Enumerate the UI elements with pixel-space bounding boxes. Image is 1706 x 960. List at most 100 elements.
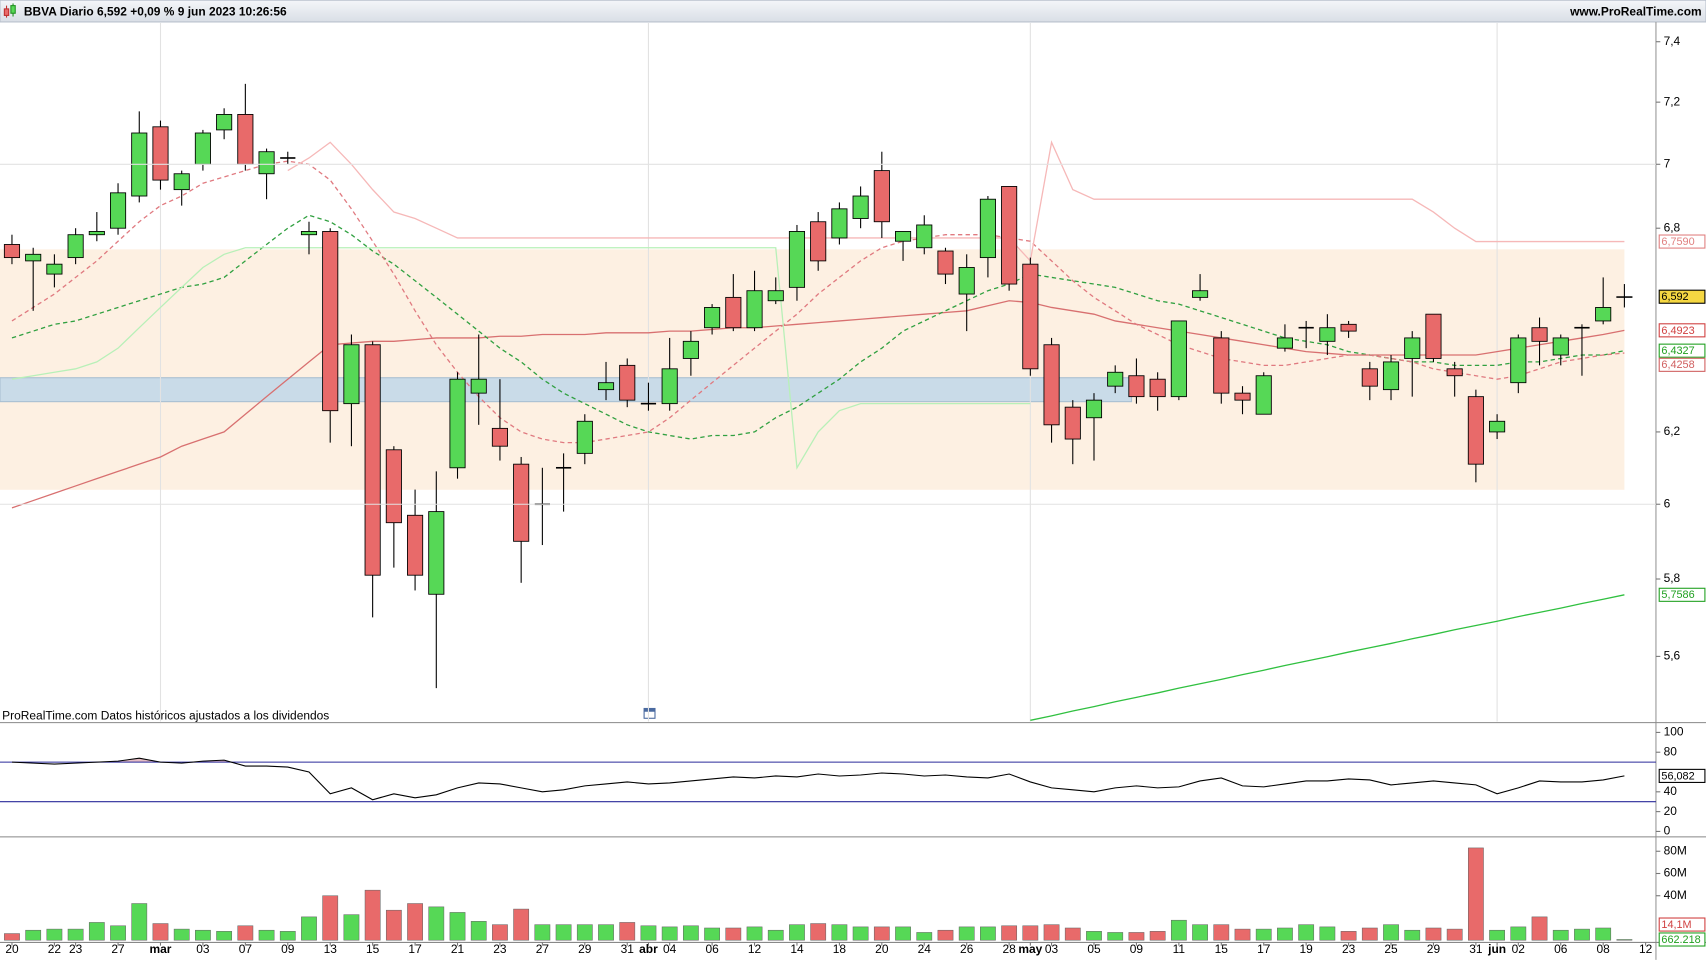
price-tag-label: 662.218 <box>1661 934 1700 946</box>
volume-bar <box>1383 924 1399 941</box>
y-tick-label: 0 <box>1664 824 1671 838</box>
volume-bar <box>237 925 254 941</box>
volume-bar <box>152 923 169 941</box>
volume-bar <box>1107 932 1124 941</box>
candle-body <box>364 344 381 576</box>
candle-body <box>470 378 487 394</box>
candle-body <box>1446 368 1463 377</box>
volume-bar <box>1574 928 1590 941</box>
source-link[interactable]: www.ProRealTime.com <box>1569 4 1702 18</box>
volume-bar <box>852 926 869 941</box>
volume-bar <box>1192 924 1208 941</box>
y-tick-label: 60M <box>1664 866 1687 880</box>
volume-bar <box>810 923 827 941</box>
volume-bar <box>682 925 699 941</box>
volume-bar <box>1001 925 1018 941</box>
x-tick-label: 22 <box>48 942 62 956</box>
x-tick-label: 09 <box>1130 942 1144 956</box>
candle-body <box>1595 307 1612 322</box>
x-tick-label: 23 <box>1342 942 1356 956</box>
y-tick-label: 80M <box>1664 843 1687 857</box>
candle-body <box>1001 186 1018 285</box>
x-tick-label: 09 <box>281 942 295 956</box>
y-tick-label: 80 <box>1664 744 1678 758</box>
volume-bar <box>555 924 572 941</box>
volume-bar <box>1552 929 1569 941</box>
candle-body <box>513 463 530 542</box>
volume-bar <box>1170 919 1187 941</box>
volume-bar <box>767 929 784 941</box>
candle-body <box>1552 337 1569 356</box>
volume-bar <box>301 916 317 941</box>
candle-body <box>1425 313 1442 359</box>
candle-body <box>1510 337 1527 384</box>
candle-body <box>1085 399 1103 419</box>
candle-body <box>88 231 105 236</box>
candle-body <box>428 511 445 595</box>
price-tag <box>1658 323 1706 338</box>
x-tick-label: 17 <box>408 942 422 956</box>
candle-body <box>152 126 169 181</box>
overbought-area <box>96 758 232 763</box>
volume-bar <box>1319 926 1336 941</box>
price-tag-label: 56,082 <box>1661 770 1694 782</box>
volume-bar <box>1595 927 1612 941</box>
x-tick-label: 05 <box>1087 942 1101 956</box>
candle-body <box>67 234 84 259</box>
candle-body <box>810 221 827 262</box>
candle-body <box>1489 420 1506 433</box>
volume-bar <box>279 931 296 941</box>
price-tag <box>1658 343 1706 358</box>
candle-body <box>1467 396 1484 465</box>
candle-body <box>1531 327 1548 342</box>
volume-bar <box>322 895 339 941</box>
price-tag <box>1658 917 1706 932</box>
candle-body <box>1382 361 1400 391</box>
candle-body <box>597 382 615 391</box>
x-tick-label: 11 <box>1173 942 1186 956</box>
price-tag <box>1658 289 1706 304</box>
price-tag <box>1658 768 1706 783</box>
volume-bar <box>1531 916 1548 941</box>
volume-bar <box>746 926 763 941</box>
volume-bar <box>1489 929 1505 941</box>
candle-body <box>1361 368 1378 387</box>
volume-bar <box>895 926 911 941</box>
volume-bar <box>916 932 933 941</box>
volume-bar <box>343 914 360 941</box>
volume-bar <box>1467 847 1484 941</box>
volume-bar <box>598 924 614 941</box>
volume-bar <box>725 927 742 941</box>
candle-body <box>491 427 508 447</box>
candle-body <box>1192 290 1209 298</box>
volume-bar <box>173 928 190 941</box>
price-tag-label: 5,7586 <box>1661 589 1694 601</box>
y-tick-label: 6 <box>1664 496 1671 510</box>
volume-bar <box>195 929 211 941</box>
candle-body <box>194 132 211 165</box>
candle-body <box>788 231 806 288</box>
y-tick-label: 7,2 <box>1664 94 1681 108</box>
candle-body <box>979 198 996 259</box>
x-tick-label: 12 <box>748 942 762 956</box>
price-tag <box>1658 932 1706 947</box>
volume-bar <box>88 922 105 941</box>
x-tick-label: 07 <box>239 942 253 956</box>
volume-bar <box>25 929 42 941</box>
x-tick-label: 08 <box>1597 942 1611 956</box>
volume-bar <box>470 921 487 941</box>
y-tick-label: 7,4 <box>1664 34 1681 48</box>
price-tag-label: 6,4923 <box>1661 325 1694 337</box>
volume-bar <box>1022 925 1039 941</box>
volume-bar <box>258 929 275 941</box>
price-tag <box>1658 357 1706 372</box>
candle-body <box>1276 337 1293 349</box>
x-tick-label: 04 <box>663 942 677 956</box>
x-tick-label: 20 <box>5 942 19 956</box>
candle-body <box>343 344 360 405</box>
volume-bar <box>1361 927 1378 941</box>
x-tick-label: 21 <box>451 942 465 956</box>
x-tick-label: 13 <box>324 942 338 956</box>
volume-bar <box>492 924 508 941</box>
